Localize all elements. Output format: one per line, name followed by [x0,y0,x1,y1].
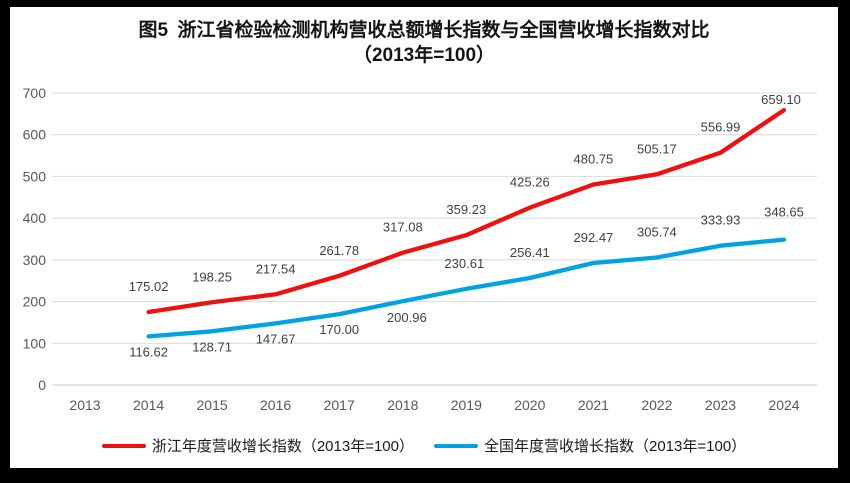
y-tick-label: 700 [23,85,47,101]
gridlines [52,92,817,386]
x-tick-label: 2017 [324,397,355,413]
national-data-label: 230.61 [444,256,484,271]
national-data-label: 256.41 [510,245,550,260]
y-tick-label: 100 [23,335,47,351]
national-data-label: 116.62 [129,344,168,359]
legend-line-zhejiang-icon [101,443,146,448]
y-tick-label: 300 [23,252,47,268]
national-data-label: 200.96 [387,310,427,325]
zhejiang-data-label: 317.08 [383,220,423,235]
national-data-label: 305.74 [637,225,677,240]
national-data-label: 128.71 [192,339,232,354]
x-tick-label: 2019 [451,397,482,413]
national-data-label: 292.47 [574,230,614,245]
series-national: 116.62 128.71 147.67 170.00 200.96 230.61 256.… [129,205,804,360]
zhejiang-data-label: 425.26 [510,175,550,190]
chart-title-line2: （2013年=100） [352,45,496,66]
chart-canvas: 0 100 200 300 400 500 600 700 2013 2014 2015 2016 20… [10,7,838,468]
x-tick-label: 2013 [69,397,100,413]
x-tick-label: 2022 [641,397,672,413]
national-data-label: 333.93 [701,213,741,228]
zhejiang-data-label: 261.78 [319,243,359,258]
y-tick-label: 400 [23,210,47,226]
zhejiang-data-label: 359.23 [446,202,486,217]
x-tick-label: 2024 [768,397,799,413]
national-data-label: 170.00 [319,322,359,337]
zhejiang-data-label: 556.99 [701,120,741,135]
zhejiang-line [146,107,787,315]
y-tick-label: 200 [23,294,47,310]
zhejiang-data-label: 175.02 [129,279,169,294]
x-tick-label: 2021 [578,397,609,413]
y-tick-label: 600 [23,127,47,143]
national-data-label: 348.65 [764,205,804,220]
national-data-label: 147.67 [256,331,296,346]
x-tick-label: 2016 [260,397,291,413]
x-tick-label: 2020 [514,397,545,413]
zhejiang-data-label: 505.17 [637,141,677,156]
chart-title-line1: 图5 浙江省检验检测机构营收总额增长指数与全国营收增长指数对比 [138,20,710,41]
x-tick-label: 2015 [197,397,228,413]
x-tick-label: 2023 [705,397,736,413]
y-axis-tick-labels: 0 100 200 300 400 500 600 700 [23,85,47,393]
chart-title: 图5 浙江省检验检测机构营收总额增长指数与全国营收增长指数对比 （2013年=1… [10,18,838,68]
national-line [146,237,787,339]
legend-label-zhejiang: 浙江年度营收增长指数（2013年=100） [151,438,414,455]
x-axis-labels: 2013 2014 2015 2016 2017 2018 2019 2020 2021 2022… [69,397,799,413]
zhejiang-data-label: 480.75 [574,152,614,167]
series-zhejiang: 175.02 198.25 217.54 261.78 317.08 359.23 425.… [129,92,801,315]
legend-line-national-icon [434,443,478,448]
y-tick-label: 0 [38,377,46,393]
zhejiang-data-label: 198.25 [192,269,232,284]
x-tick-label: 2014 [133,397,164,413]
y-tick-label: 500 [23,168,47,184]
zhejiang-data-label: 659.10 [761,92,801,107]
chart-legend: 浙江年度营收增长指数（2013年=100） 全国年度营收增长指数（2013年=1… [10,435,838,456]
zhejiang-data-label: 217.54 [256,261,296,276]
legend-label-national: 全国年度营收增长指数（2013年=100） [484,438,747,455]
x-tick-label: 2018 [387,397,418,413]
